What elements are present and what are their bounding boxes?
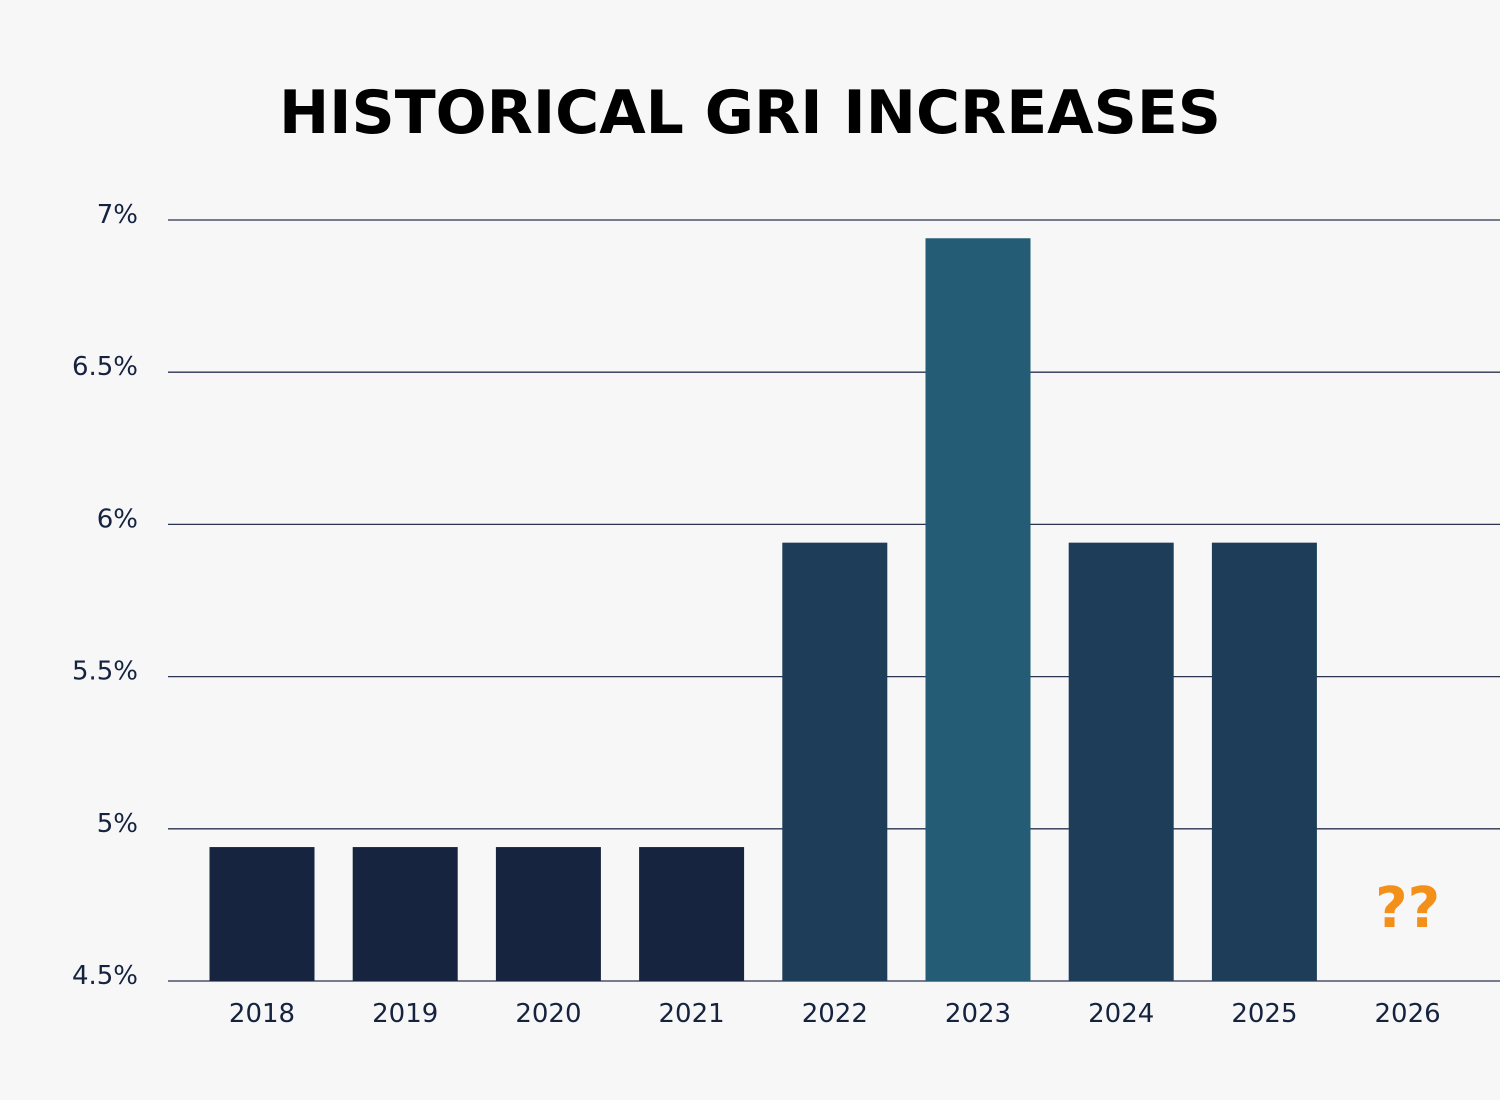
x-tick-label: 2026 — [1375, 999, 1441, 1029]
x-tick-label: 2019 — [372, 999, 438, 1029]
y-tick-label: 4.5% — [72, 961, 138, 991]
bar-2024 — [1068, 542, 1174, 981]
bar-2023 — [925, 238, 1031, 982]
x-tick-label: 2022 — [802, 999, 868, 1029]
bar-2020 — [495, 847, 601, 981]
chart-title: HISTORICAL GRI INCREASES — [278, 78, 1222, 148]
x-tick-label: 2024 — [1088, 999, 1154, 1029]
annotations: ?? — [1375, 876, 1440, 941]
y-tick-label: 7% — [97, 200, 138, 230]
x-tick-label: 2020 — [515, 999, 581, 1029]
bar-2019 — [352, 847, 458, 981]
y-axis-ticks: 7% 6.5% 6% 5.5% 5% 4.5% — [72, 200, 138, 991]
bar-2018 — [209, 847, 315, 981]
bar-2025 — [1211, 542, 1317, 981]
annotation-label: ?? — [1375, 876, 1440, 941]
bar-2022 — [782, 542, 888, 981]
x-axis-ticks: 2018 2019 2020 2021 2022 2023 2024 2025 2026 — [229, 999, 1441, 1029]
y-tick-label: 5% — [97, 809, 138, 839]
bar-2021 — [639, 847, 745, 981]
x-tick-label: 2023 — [945, 999, 1011, 1029]
y-tick-label: 5.5% — [72, 657, 138, 687]
y-tick-label: 6.5% — [72, 352, 138, 382]
y-tick-label: 6% — [97, 504, 138, 534]
x-tick-label: 2018 — [229, 999, 295, 1029]
x-tick-label: 2025 — [1231, 999, 1297, 1029]
bars — [209, 238, 1317, 982]
x-tick-label: 2021 — [659, 999, 725, 1029]
